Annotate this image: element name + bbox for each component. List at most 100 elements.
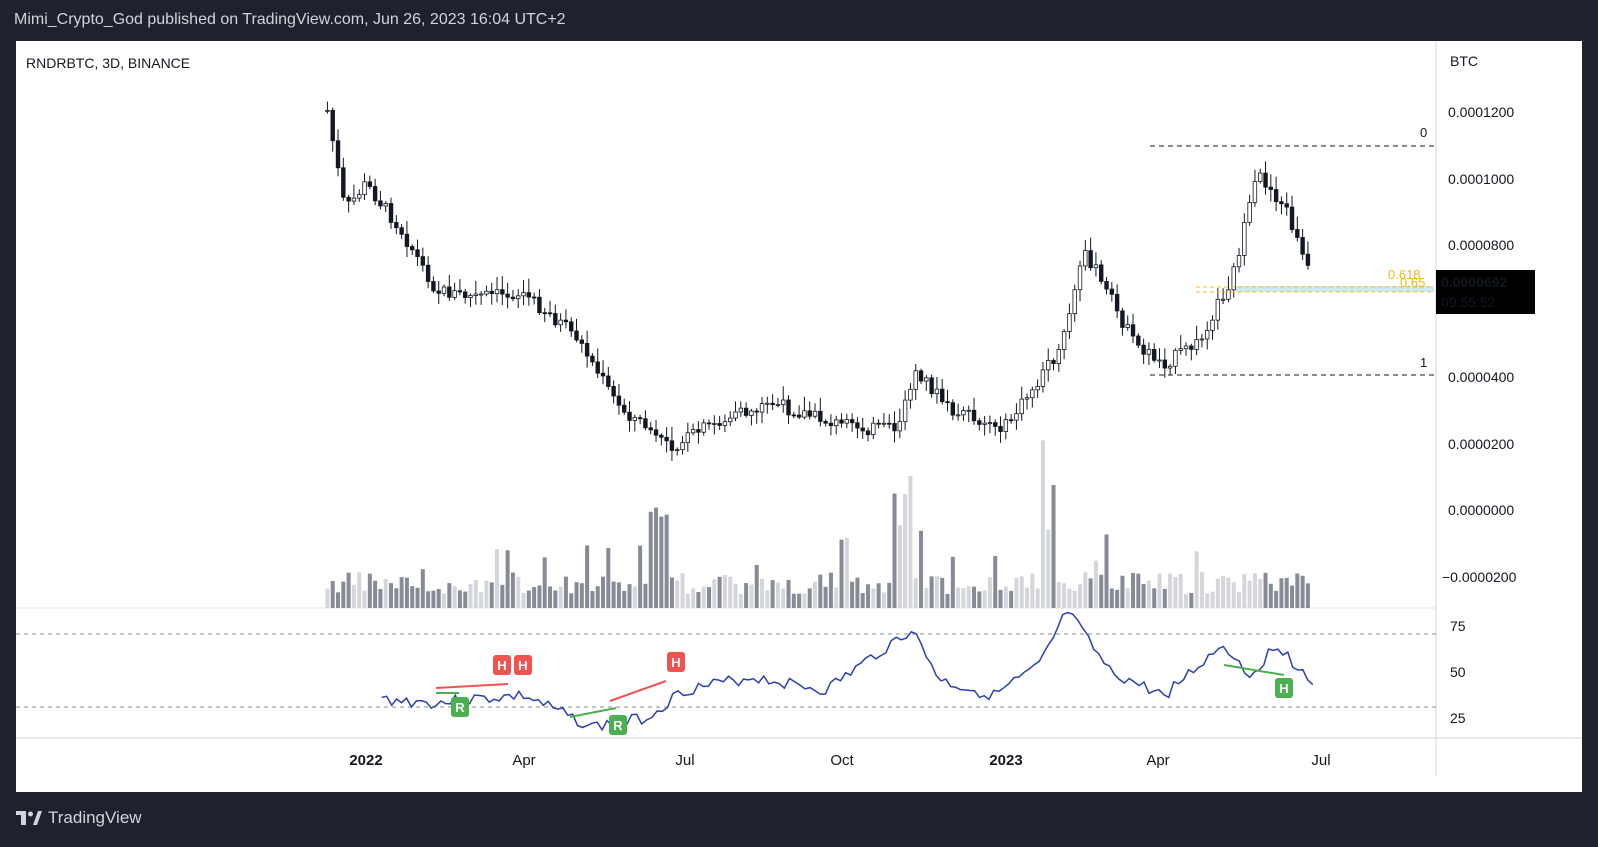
divergence-badge-h-3[interactable]: H <box>667 652 685 672</box>
candle-body <box>966 409 971 412</box>
volume-bar <box>1109 588 1114 608</box>
volume-bar <box>982 590 987 608</box>
candle-body <box>876 422 881 425</box>
volume-bar <box>940 577 945 608</box>
candle-body <box>643 418 648 429</box>
fib-label-65: 0.65 <box>1400 275 1425 290</box>
candle-body <box>637 417 643 420</box>
divergence-badge-r-1[interactable]: R <box>451 697 469 717</box>
volume-bar <box>881 592 886 608</box>
volume-bar <box>760 578 765 608</box>
candlesticks <box>325 101 1311 461</box>
candle-body <box>940 388 945 403</box>
volume-bar <box>919 530 924 608</box>
divergence-badge-h-4[interactable]: H <box>1275 678 1293 698</box>
volume-bar <box>1056 582 1061 608</box>
divergence-badge-r-2[interactable]: R <box>609 715 627 735</box>
volume-bar <box>696 592 701 608</box>
candle-body <box>1189 345 1194 350</box>
volume-bar <box>1184 593 1189 608</box>
volume-bar <box>1290 585 1295 608</box>
volume-bar <box>998 589 1003 608</box>
volume-bar <box>1099 574 1104 608</box>
divergence-badge-h-1[interactable]: H <box>493 655 511 675</box>
volume-bar <box>606 547 611 608</box>
volume-bar <box>903 494 908 608</box>
candle-body <box>351 197 357 202</box>
candle-body <box>611 386 616 397</box>
volume-bar <box>685 593 690 608</box>
volume-bar <box>1146 580 1151 608</box>
volume-bar <box>505 550 510 608</box>
candle-body <box>1220 298 1226 301</box>
price-tick-3: 0.0000800 <box>1448 237 1514 253</box>
candle-body <box>1215 298 1221 321</box>
candle-body <box>1040 369 1046 387</box>
volume-bar <box>1035 588 1040 608</box>
candle-body <box>1099 264 1104 282</box>
volume-bar <box>1274 590 1279 608</box>
candle-body <box>839 419 844 424</box>
volume-bar <box>929 576 934 608</box>
volume-bar <box>389 583 394 608</box>
candle-body <box>606 375 611 387</box>
volume-bar <box>495 549 500 608</box>
last-price-marker <box>1436 270 1535 314</box>
time-label-jul-2023: Jul <box>1311 752 1330 769</box>
volume-bar <box>346 572 351 608</box>
candle-body <box>516 295 521 300</box>
volume-bar <box>1199 572 1204 608</box>
volume-bar <box>442 593 447 608</box>
candle-body <box>1152 349 1157 361</box>
candle-body <box>425 264 431 282</box>
volume-bar <box>1263 572 1268 608</box>
candle-body <box>781 399 786 405</box>
candle-body <box>897 421 903 432</box>
candle-body <box>584 343 590 357</box>
candle-body <box>1008 419 1014 422</box>
tradingview-logo[interactable]: TradingView <box>16 808 142 828</box>
volume-bar <box>500 584 505 608</box>
volume-bar <box>622 590 627 608</box>
chart-panel[interactable]: 0 1 0.618 0.65 H H H R <box>16 41 1582 792</box>
candle-body <box>871 422 876 436</box>
candle-body <box>1109 288 1115 295</box>
candle-body <box>399 227 404 235</box>
volume-bar <box>659 516 664 608</box>
time-label-2022: 2022 <box>349 752 382 769</box>
symbol-legend[interactable]: RNDRBTC, 3D, BINANCE <box>26 55 190 71</box>
volume-bar <box>627 584 632 608</box>
volume-bar <box>1178 574 1183 608</box>
time-label-apr-2023: Apr <box>1146 752 1169 769</box>
volume-bar <box>1295 573 1300 608</box>
candle-body <box>1019 398 1024 415</box>
rsi-tick-50: 50 <box>1450 664 1466 680</box>
candle-body <box>977 420 982 425</box>
candle-body <box>1268 186 1274 190</box>
price-tick-2: 0.0001000 <box>1448 171 1514 187</box>
volume-bar <box>1136 573 1141 608</box>
candle-body <box>457 290 463 293</box>
candle-body <box>987 422 993 424</box>
candle-body <box>1061 331 1067 350</box>
candle-body <box>998 426 1003 432</box>
candle-body <box>1167 365 1173 369</box>
volume-bar <box>770 580 775 608</box>
candle-body <box>526 292 532 298</box>
volume-bar <box>701 586 706 608</box>
volume-bar <box>1168 573 1173 608</box>
volume-bar <box>1242 574 1247 608</box>
candle-body <box>1273 189 1279 203</box>
volume-bar <box>860 593 865 608</box>
volume-bar <box>1258 579 1263 608</box>
divergence-badge-h-2[interactable]: H <box>514 655 532 675</box>
candle-body <box>1104 280 1109 290</box>
chart-canvas[interactable]: 0 1 0.618 0.65 H H H R <box>16 41 1582 792</box>
volume-bar <box>950 556 955 608</box>
candle-body <box>1136 335 1141 346</box>
volume-bar <box>850 581 855 608</box>
candle-body <box>1284 203 1289 208</box>
svg-text:R: R <box>613 718 623 733</box>
candle-body <box>908 388 913 401</box>
time-label-apr-2022: Apr <box>512 752 535 769</box>
